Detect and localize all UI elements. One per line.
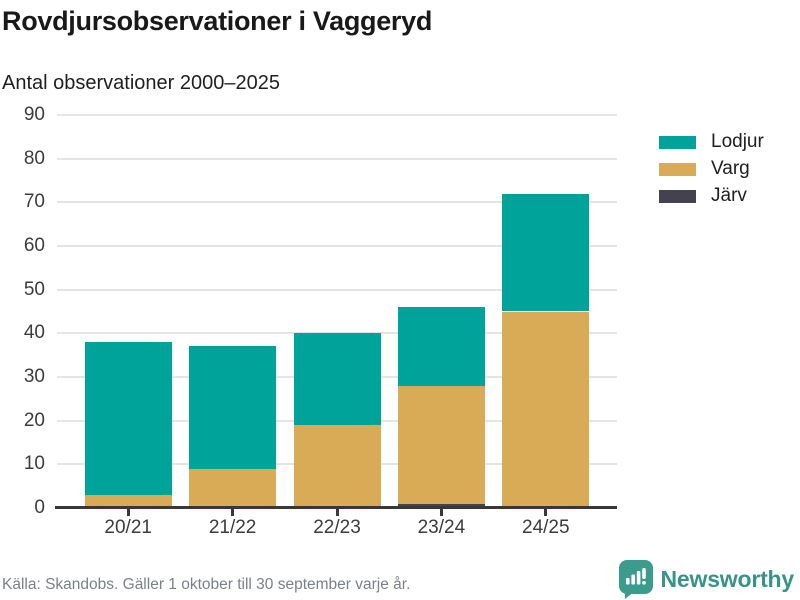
y-axis-tick-label: 80: [23, 147, 45, 169]
gridline: [57, 201, 617, 204]
legend-item-lodjur: Lodjur: [659, 131, 764, 153]
gridline: [57, 157, 617, 160]
x-axis-tick-label: 20/21: [104, 517, 152, 538]
legend-label: Lodjur: [711, 131, 764, 152]
x-axis-tick-label: 23/24: [417, 517, 466, 538]
legend-swatch: [659, 135, 696, 149]
legend: Lodjur Varg Järv: [659, 131, 764, 207]
bar-segment-lodjur: [397, 307, 485, 386]
x-axis-tick: [335, 509, 339, 516]
legend-label: Varg: [711, 158, 750, 179]
gridline: [57, 288, 617, 291]
y-axis-tick-label: 10: [23, 453, 45, 475]
bar-segment-lodjur: [502, 193, 590, 312]
bar-segment-varg: [397, 385, 485, 504]
bar-segment-varg: [293, 425, 381, 508]
bar-segment-lodjur: [84, 342, 172, 495]
x-axis-tick: [544, 509, 548, 516]
chart-title: Rovdjursobservationer i Vaggeryd: [2, 6, 433, 36]
y-axis-tick-label: 40: [23, 322, 45, 344]
legend-item-varg: Varg: [659, 158, 764, 180]
bar-segment-varg: [84, 494, 172, 508]
bar-segment-lodjur: [293, 333, 381, 426]
bar-segment-järv: [397, 503, 485, 508]
gridline: [57, 245, 617, 247]
x-axis-tick-label: 21/22: [208, 517, 257, 538]
chart-subtitle: Antal observationer 2000–2025: [2, 72, 280, 94]
x-axis-line: [55, 506, 617, 509]
y-axis-tick-label: 20: [23, 409, 45, 431]
bar-segment-lodjur: [189, 346, 277, 469]
bar-segment-varg: [502, 311, 590, 508]
legend-label: Järv: [711, 185, 747, 206]
gridline: [57, 114, 617, 116]
legend-swatch: [659, 162, 696, 176]
legend-item-järv: Järv: [659, 185, 764, 207]
bar-segment-varg: [189, 468, 277, 508]
y-axis-tick-label: 70: [23, 191, 45, 213]
newsworthy-wordmark: Newsworthy: [660, 566, 795, 592]
y-axis-tick-label: 50: [23, 278, 45, 300]
y-axis-tick-label: 60: [23, 235, 45, 256]
legend-swatch: [659, 189, 696, 203]
newsworthy-branding[interactable]: Newsworthy: [618, 560, 795, 599]
x-axis-tick: [231, 509, 235, 516]
x-axis-tick: [439, 509, 443, 516]
x-axis-tick-label: 24/25: [522, 517, 570, 538]
x-axis-tick: [126, 509, 130, 516]
y-axis-tick-label: 30: [23, 366, 45, 387]
y-axis-tick-label: 0: [34, 497, 45, 518]
x-axis-tick-label: 22/23: [313, 517, 361, 538]
source-note: Källa: Skandobs. Gäller 1 oktober till 3…: [2, 576, 411, 593]
newsworthy-logo-icon: [618, 560, 653, 599]
y-axis-tick-label: 90: [23, 104, 45, 125]
